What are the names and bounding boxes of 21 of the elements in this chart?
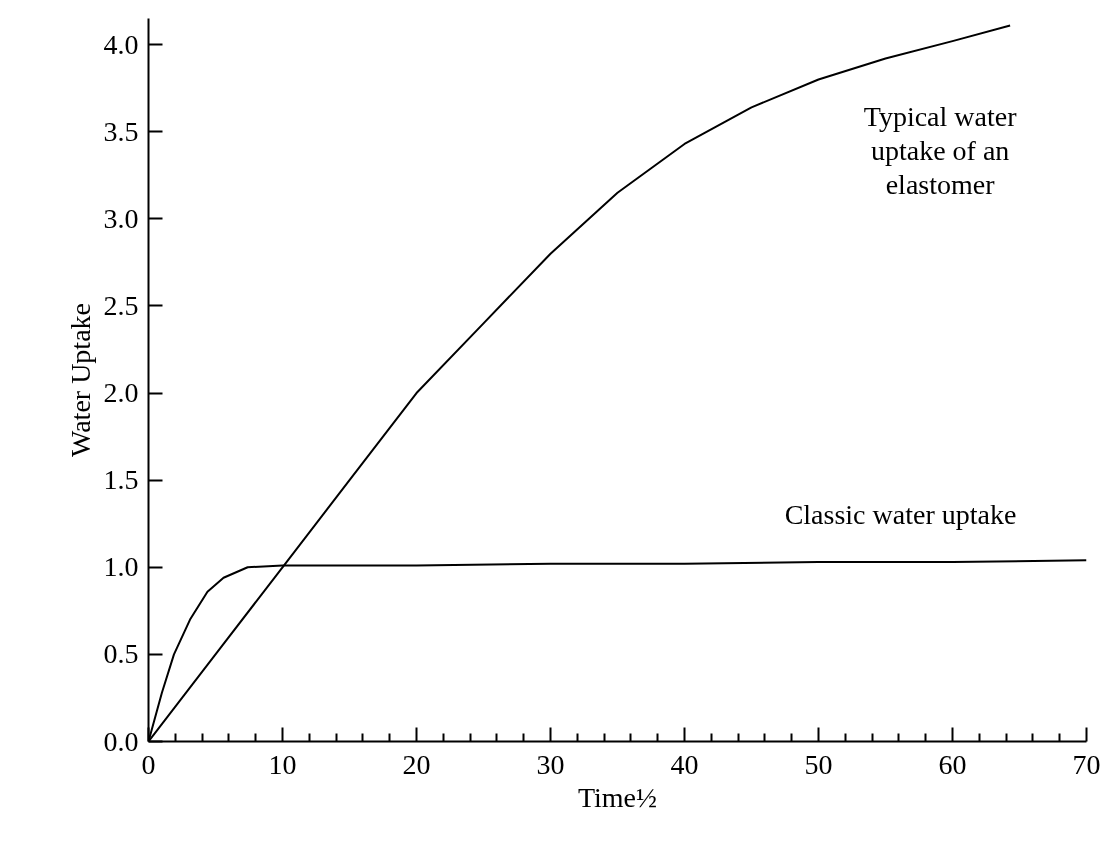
x-tick-label: 10 bbox=[268, 748, 297, 780]
x-tick-label: 30 bbox=[536, 748, 565, 780]
series-label: Typical water uptake of an elastomer bbox=[863, 100, 1018, 201]
y-tick-label: 4.0 bbox=[103, 28, 139, 60]
x-tick-label: 20 bbox=[402, 748, 431, 780]
y-tick-label: 1.0 bbox=[103, 551, 139, 583]
x-tick-label: 50 bbox=[804, 748, 833, 780]
x-axis-title: Time½ bbox=[577, 781, 658, 813]
series-label: Classic water uptake bbox=[784, 498, 1017, 530]
y-tick-label: 0.0 bbox=[103, 725, 139, 757]
y-axis-title: Water Uptake bbox=[64, 303, 96, 457]
x-tick-label: 0 bbox=[141, 748, 156, 780]
x-tick-label: 60 bbox=[938, 748, 967, 780]
x-tick-label: 70 bbox=[1072, 748, 1101, 780]
y-tick-label: 3.5 bbox=[103, 115, 139, 147]
y-tick-label: 1.5 bbox=[103, 464, 139, 496]
y-tick-label: 2.5 bbox=[103, 289, 139, 321]
y-tick-label: 0.5 bbox=[103, 638, 139, 670]
y-tick-label: 2.0 bbox=[103, 377, 139, 409]
y-tick-label: 3.0 bbox=[103, 202, 139, 234]
x-tick-label: 40 bbox=[670, 748, 699, 780]
